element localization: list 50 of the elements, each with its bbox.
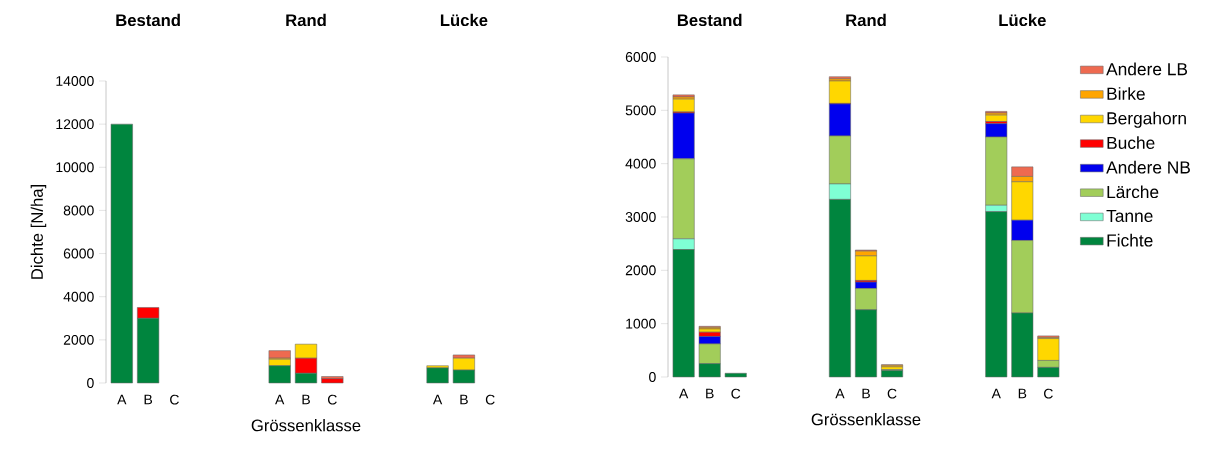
y-tick-label: 5000 — [625, 105, 656, 116]
legend-label: Lärche — [1107, 185, 1159, 199]
text: Rand — [846, 13, 886, 27]
text: Lücke — [440, 13, 488, 27]
y-tick-label: 8000 — [63, 205, 94, 216]
text: Bestand — [677, 13, 742, 27]
text: Lücke — [999, 13, 1046, 27]
text: Rand — [286, 13, 326, 27]
legend-label: Birke — [1107, 87, 1145, 100]
legend-label: Bergahorn — [1107, 111, 1186, 128]
x-tick-label: A — [991, 388, 1001, 399]
legend-label: Andere LB — [1106, 62, 1188, 76]
y-tick-label: 2000 — [625, 265, 656, 276]
y-tick-label: 2000 — [63, 334, 94, 345]
x-axis-title: Grössenklasse — [251, 419, 361, 432]
x-tick-label: A — [117, 394, 127, 405]
x-tick-label: C — [485, 394, 495, 405]
x-tick-label: C — [1044, 388, 1053, 399]
x-tick-label: A — [678, 388, 689, 399]
x-tick-label: A — [835, 388, 845, 399]
x-tick-label: C — [887, 388, 897, 399]
y-tick-label: 3000 — [625, 212, 656, 222]
x-tick-label: B — [302, 394, 310, 405]
legend-label: Tanne — [1106, 209, 1153, 223]
y-tick-label: 12000 — [56, 119, 94, 130]
x-tick-label: C — [327, 394, 337, 405]
legend-label: Fichte — [1107, 233, 1153, 247]
x-tick-label: B — [144, 394, 153, 405]
y-tick-label: 0 — [87, 378, 94, 388]
x-tick-label: B — [460, 394, 468, 405]
legend-label: Buche — [1107, 136, 1155, 149]
x-tick-label: B — [862, 388, 870, 399]
text: Bestand — [116, 13, 180, 27]
y-tick-label: 1000 — [626, 318, 656, 329]
legend-label: Andere NB — [1106, 160, 1190, 174]
x-axis-title: Grössenklasse — [811, 413, 921, 426]
x-tick-label: B — [706, 388, 714, 399]
x-tick-label: A — [432, 394, 443, 405]
y-tick-label: 10000 — [56, 162, 94, 173]
y-axis-title: Dichte [N/ha] — [30, 185, 47, 279]
y-tick-label: 6000 — [625, 52, 656, 62]
y-tick-label: 14000 — [56, 76, 94, 86]
x-tick-label: B — [1018, 388, 1027, 399]
x-tick-label: C — [731, 388, 741, 399]
y-tick-label: 4000 — [63, 291, 94, 302]
x-tick-label: A — [275, 394, 285, 405]
x-tick-label: C — [170, 394, 179, 405]
y-tick-label: 4000 — [625, 158, 656, 169]
y-tick-label: 0 — [649, 372, 656, 382]
y-tick-label: 6000 — [63, 248, 94, 259]
